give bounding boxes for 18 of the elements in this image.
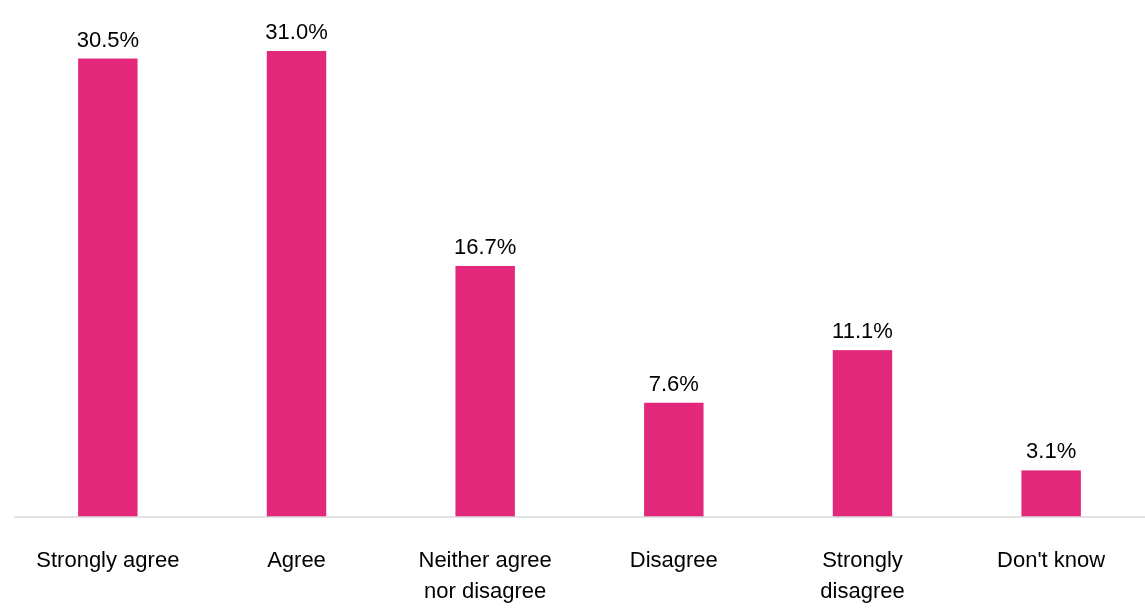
x-tick-label: Strongly disagree xyxy=(820,547,905,603)
bar xyxy=(78,58,138,517)
data-label: 7.6% xyxy=(648,370,699,396)
data-label: 30.5% xyxy=(76,26,140,52)
x-tick-label: Agree xyxy=(267,547,326,572)
x-tick-label: Neither agree nor disagree xyxy=(418,547,552,603)
bar xyxy=(832,350,893,517)
data-label: 11.1% xyxy=(832,318,893,344)
data-label: 3.1% xyxy=(1026,438,1077,464)
data-label: 16.7% xyxy=(453,233,517,259)
x-tick-label: Strongly agree xyxy=(36,547,180,572)
data-label: 31.0% xyxy=(265,19,328,44)
bar xyxy=(455,265,515,517)
x-tick-label: Disagree xyxy=(629,547,718,572)
x-tick-label: Don't know xyxy=(997,547,1106,572)
bar xyxy=(644,402,704,517)
bar xyxy=(266,51,327,517)
bar xyxy=(1021,470,1081,517)
